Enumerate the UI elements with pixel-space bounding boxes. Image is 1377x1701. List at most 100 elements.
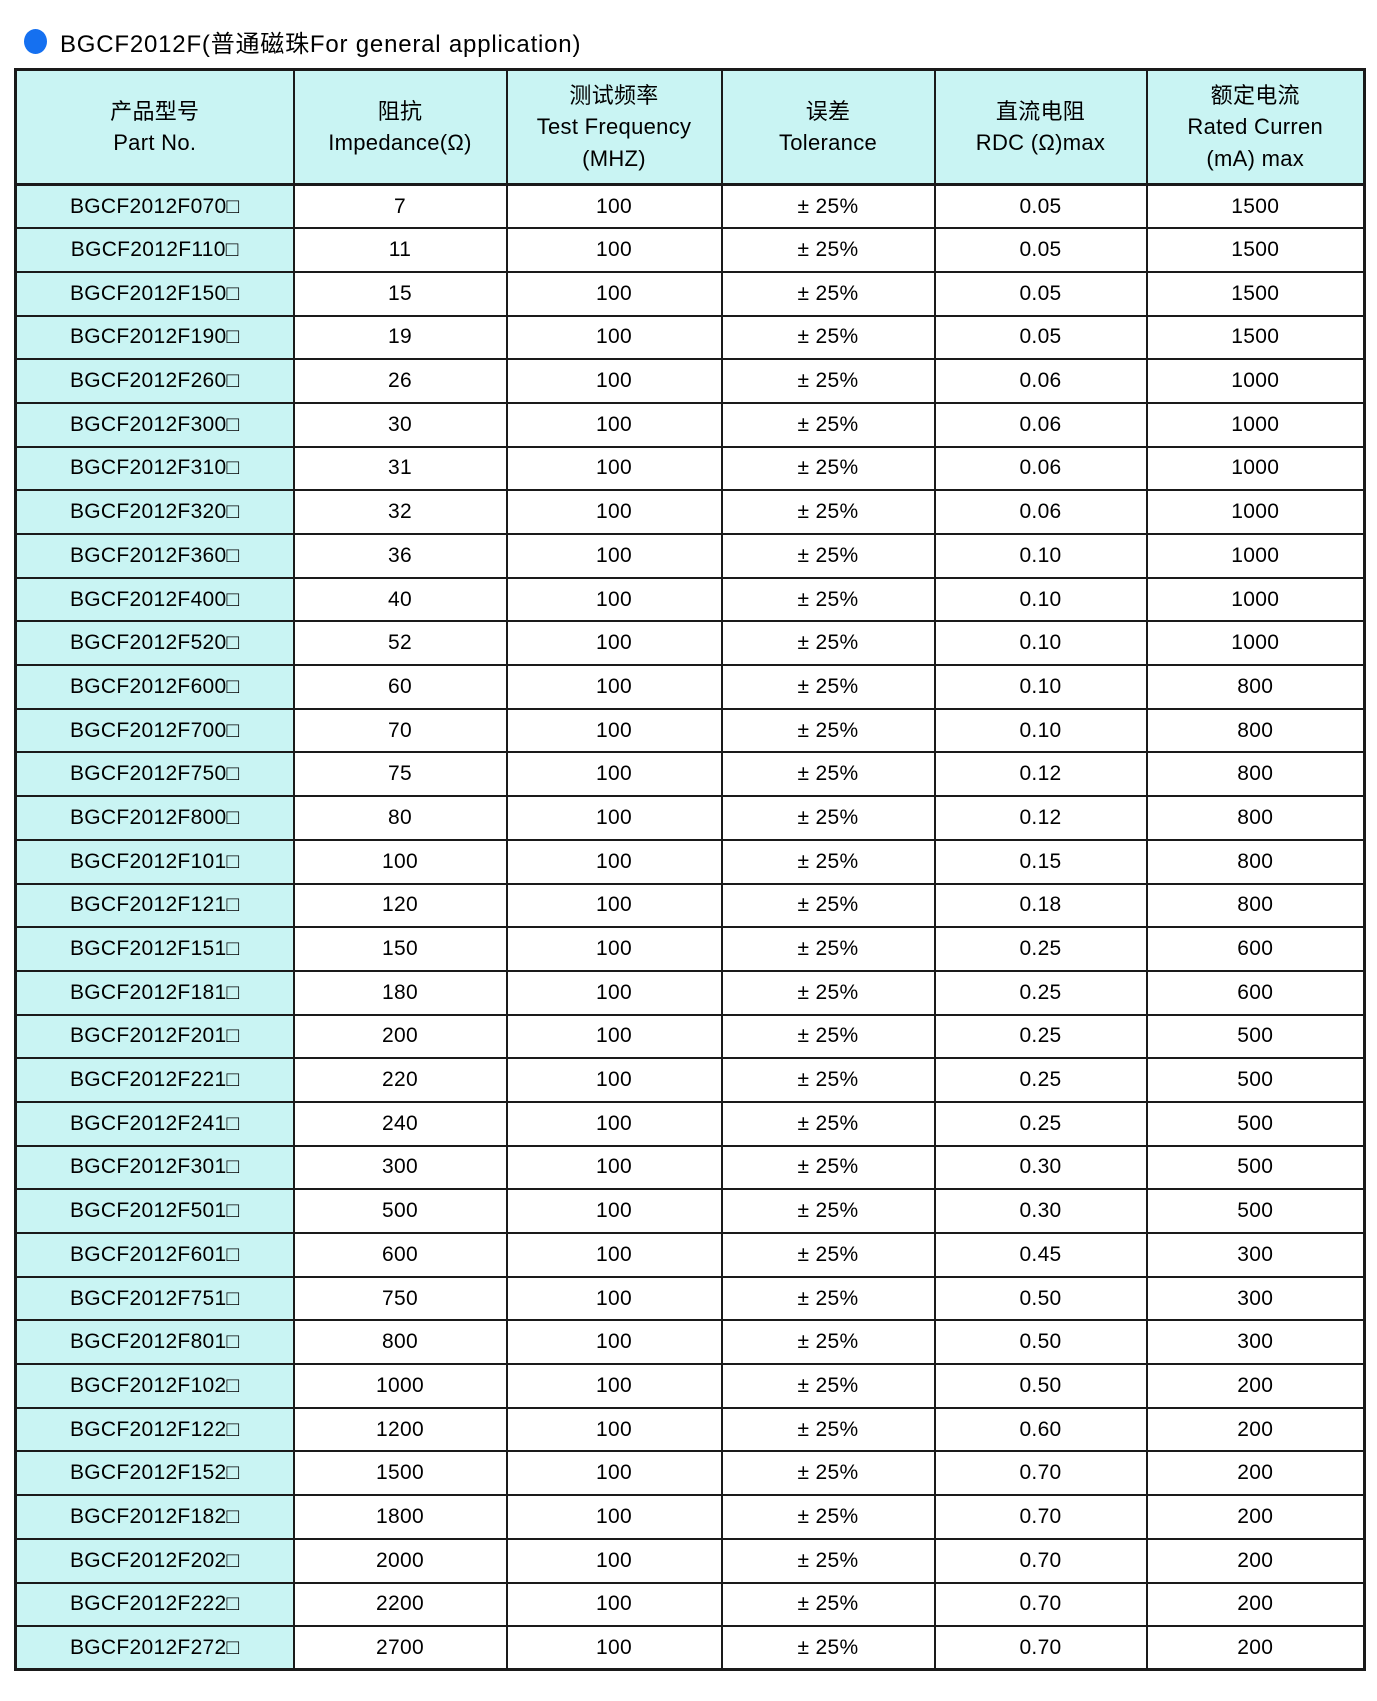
cell-test-frequency: 100: [505, 1494, 723, 1540]
cell-rdc: 0.12: [933, 751, 1148, 798]
cell-rated-current: 1000: [1145, 401, 1366, 448]
cell-test-frequency: 100: [505, 489, 723, 535]
col-header-rdc: 直流电阻 RDC (Ω)max: [933, 68, 1148, 186]
cell-part-no: BGCF2012F190□: [14, 314, 295, 361]
cell-tolerance: ± 25%: [720, 707, 936, 754]
cell-part-no: BGCF2012F241□: [14, 1100, 295, 1147]
cell-test-frequency: 100: [505, 1275, 723, 1322]
cell-rated-current: 800: [1145, 795, 1366, 841]
cell-test-frequency: 100: [505, 1057, 723, 1103]
cell-rated-current: 500: [1145, 1057, 1366, 1103]
cell-rated-current: 800: [1145, 838, 1366, 885]
spec-table-body: BGCF2012F070□ 7 100 ± 25% 0.05 1500 BGCF…: [14, 183, 1366, 1671]
cell-rdc: 0.25: [933, 1100, 1148, 1147]
cell-rdc: 0.05: [933, 314, 1148, 361]
cell-rated-current: 1500: [1145, 314, 1366, 361]
cell-test-frequency: 100: [505, 1581, 723, 1628]
cell-rated-current: 200: [1145, 1537, 1366, 1584]
cell-rdc: 0.10: [933, 576, 1148, 623]
cell-tolerance: ± 25%: [720, 1275, 936, 1322]
cell-part-no: BGCF2012F360□: [14, 533, 295, 579]
cell-test-frequency: 100: [505, 1537, 723, 1584]
cell-impedance: 1200: [292, 1406, 508, 1453]
cell-test-frequency: 100: [505, 1363, 723, 1409]
table-row: BGCF2012F800□ 80 100 ± 25% 0.12 800: [14, 795, 1366, 841]
cell-tolerance: ± 25%: [720, 358, 936, 404]
cell-test-frequency: 100: [505, 707, 723, 754]
cell-rdc: 0.25: [933, 1057, 1148, 1103]
cell-impedance: 80: [292, 795, 508, 841]
table-row: BGCF2012F801□ 800 100 ± 25% 0.50 300: [14, 1319, 1366, 1366]
table-row: BGCF2012F751□ 750 100 ± 25% 0.50 300: [14, 1275, 1366, 1322]
cell-impedance: 120: [292, 882, 508, 929]
table-row: BGCF2012F260□ 26 100 ± 25% 0.06 1000: [14, 358, 1366, 404]
cell-rated-current: 500: [1145, 1144, 1366, 1191]
cell-part-no: BGCF2012F121□: [14, 882, 295, 929]
cell-rated-current: 1000: [1145, 533, 1366, 579]
col-header-rated-current: 额定电流 Rated Curren (mA) max: [1145, 68, 1366, 186]
cell-tolerance: ± 25%: [720, 1625, 936, 1671]
cell-part-no: BGCF2012F101□: [14, 838, 295, 885]
cell-test-frequency: 100: [505, 1232, 723, 1278]
table-row: BGCF2012F360□ 36 100 ± 25% 0.10 1000: [14, 533, 1366, 579]
cell-rdc: 0.70: [933, 1537, 1148, 1584]
cell-rdc: 0.10: [933, 707, 1148, 754]
cell-rated-current: 500: [1145, 1100, 1366, 1147]
table-row: BGCF2012F102□ 1000 100 ± 25% 0.50 200: [14, 1363, 1366, 1409]
cell-part-no: BGCF2012F202□: [14, 1537, 295, 1584]
cell-rated-current: 800: [1145, 882, 1366, 929]
cell-test-frequency: 100: [505, 838, 723, 885]
cell-rated-current: 300: [1145, 1275, 1366, 1322]
cell-tolerance: ± 25%: [720, 1537, 936, 1584]
cell-tolerance: ± 25%: [720, 1406, 936, 1453]
cell-impedance: 36: [292, 533, 508, 579]
cell-test-frequency: 100: [505, 1188, 723, 1234]
cell-test-frequency: 100: [505, 183, 723, 230]
cell-tolerance: ± 25%: [720, 1450, 936, 1497]
cell-rated-current: 1500: [1145, 183, 1366, 230]
col-header-part-no: 产品型号 Part No.: [14, 68, 295, 186]
cell-test-frequency: 100: [505, 576, 723, 623]
cell-rated-current: 200: [1145, 1581, 1366, 1628]
cell-rdc: 0.25: [933, 1013, 1148, 1060]
cell-tolerance: ± 25%: [720, 620, 936, 667]
table-row: BGCF2012F400□ 40 100 ± 25% 0.10 1000: [14, 576, 1366, 623]
cell-tolerance: ± 25%: [720, 445, 936, 492]
cell-rated-current: 1000: [1145, 620, 1366, 667]
cell-rated-current: 500: [1145, 1188, 1366, 1234]
cell-part-no: BGCF2012F751□: [14, 1275, 295, 1322]
cell-rated-current: 300: [1145, 1319, 1366, 1366]
cell-part-no: BGCF2012F260□: [14, 358, 295, 404]
cell-test-frequency: 100: [505, 1406, 723, 1453]
cell-tolerance: ± 25%: [720, 1319, 936, 1366]
cell-part-no: BGCF2012F151□: [14, 926, 295, 972]
cell-impedance: 31: [292, 445, 508, 492]
cell-impedance: 300: [292, 1144, 508, 1191]
cell-rated-current: 1000: [1145, 358, 1366, 404]
cell-tolerance: ± 25%: [720, 882, 936, 929]
cell-part-no: BGCF2012F300□: [14, 401, 295, 448]
cell-test-frequency: 100: [505, 533, 723, 579]
cell-tolerance: ± 25%: [720, 664, 936, 710]
section-title-row: BGCF2012F(普通磁珠For general application): [24, 24, 581, 59]
cell-impedance: 750: [292, 1275, 508, 1322]
cell-rated-current: 1500: [1145, 270, 1366, 317]
cell-tolerance: ± 25%: [720, 969, 936, 1016]
cell-test-frequency: 100: [505, 314, 723, 361]
cell-part-no: BGCF2012F301□: [14, 1144, 295, 1191]
cell-rdc: 0.50: [933, 1319, 1148, 1366]
cell-rated-current: 200: [1145, 1450, 1366, 1497]
cell-impedance: 19: [292, 314, 508, 361]
cell-impedance: 100: [292, 838, 508, 885]
cell-rated-current: 800: [1145, 707, 1366, 754]
cell-test-frequency: 100: [505, 227, 723, 273]
cell-part-no: BGCF2012F700□: [14, 707, 295, 754]
cell-rated-current: 1000: [1145, 576, 1366, 623]
cell-rdc: 0.25: [933, 926, 1148, 972]
bullet-icon: [24, 29, 47, 54]
cell-part-no: BGCF2012F070□: [14, 183, 295, 230]
cell-impedance: 2200: [292, 1581, 508, 1628]
cell-part-no: BGCF2012F182□: [14, 1494, 295, 1540]
cell-part-no: BGCF2012F310□: [14, 445, 295, 492]
